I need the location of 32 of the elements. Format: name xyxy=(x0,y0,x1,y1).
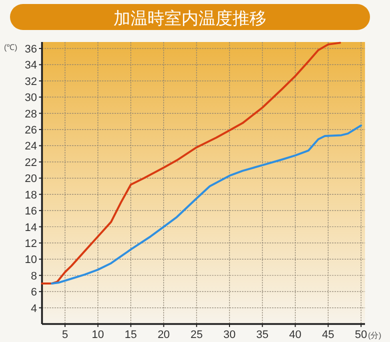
y-tick-label: 34 xyxy=(24,60,37,72)
y-tick-label: 8 xyxy=(30,270,37,282)
x-tick-label: 25 xyxy=(190,329,203,341)
line-series xyxy=(41,42,341,284)
y-tick-label: 20 xyxy=(24,173,37,186)
y-axis-title: (℃) xyxy=(4,43,18,52)
y-tick-label: 36 xyxy=(24,43,37,56)
y-tick-label: 32 xyxy=(24,76,37,88)
y-tick-label: 4 xyxy=(30,302,37,315)
line-series xyxy=(50,124,362,284)
x-tick-label: 50 xyxy=(354,329,368,341)
x-tick-label: 45 xyxy=(322,329,334,341)
chart-title: 加温時室内温度推移 xyxy=(114,9,266,28)
y-tick-label: 24 xyxy=(24,140,37,153)
x-tick-label: 15 xyxy=(124,329,137,341)
x-axis-title: (分) xyxy=(368,331,382,340)
y-tick-label: 6 xyxy=(30,286,37,299)
y-tick-label: 22 xyxy=(24,156,37,169)
y-tick-label: 16 xyxy=(24,206,37,218)
y-tick-label: 12 xyxy=(24,238,37,250)
x-tick-label: 35 xyxy=(256,329,268,341)
x-tick-label: 30 xyxy=(223,329,236,341)
y-tick-label: 10 xyxy=(24,254,37,266)
y-tick-label: 30 xyxy=(24,92,37,104)
y-tick-label: 28 xyxy=(24,108,37,120)
x-tick-label: 20 xyxy=(158,329,170,341)
y-tick-label: 18 xyxy=(24,189,37,202)
x-tick-label: 40 xyxy=(289,329,302,341)
y-tick-label: 26 xyxy=(24,124,37,137)
x-tick-label: 10 xyxy=(92,329,104,341)
y-tick-label: 14 xyxy=(24,222,37,234)
x-tick-label: 5 xyxy=(62,329,68,341)
